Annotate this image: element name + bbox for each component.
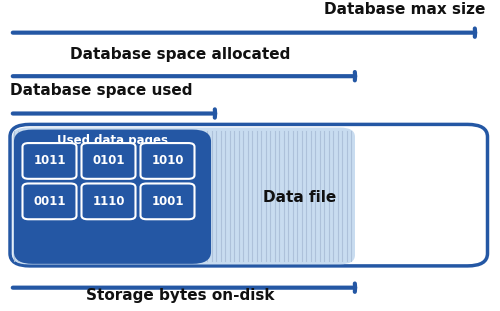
FancyBboxPatch shape: [140, 143, 194, 179]
Text: 0101: 0101: [92, 155, 124, 167]
Text: Database space allocated: Database space allocated: [70, 47, 290, 62]
FancyBboxPatch shape: [82, 183, 136, 219]
FancyBboxPatch shape: [140, 183, 194, 219]
FancyBboxPatch shape: [82, 143, 136, 179]
FancyBboxPatch shape: [22, 143, 76, 179]
Text: 1011: 1011: [33, 155, 66, 167]
Text: 1010: 1010: [151, 155, 184, 167]
Text: Database max size: Database max size: [324, 2, 485, 17]
Text: 1001: 1001: [151, 195, 184, 208]
Text: 0011: 0011: [33, 195, 66, 208]
Text: 1110: 1110: [92, 195, 124, 208]
Text: Storage bytes on-disk: Storage bytes on-disk: [86, 288, 274, 303]
Text: Data file: Data file: [264, 190, 336, 205]
FancyBboxPatch shape: [15, 131, 210, 263]
FancyBboxPatch shape: [22, 183, 76, 219]
FancyBboxPatch shape: [12, 128, 355, 264]
Text: Used data pages: Used data pages: [57, 134, 168, 147]
Text: Database space used: Database space used: [10, 83, 192, 98]
FancyBboxPatch shape: [10, 124, 488, 266]
